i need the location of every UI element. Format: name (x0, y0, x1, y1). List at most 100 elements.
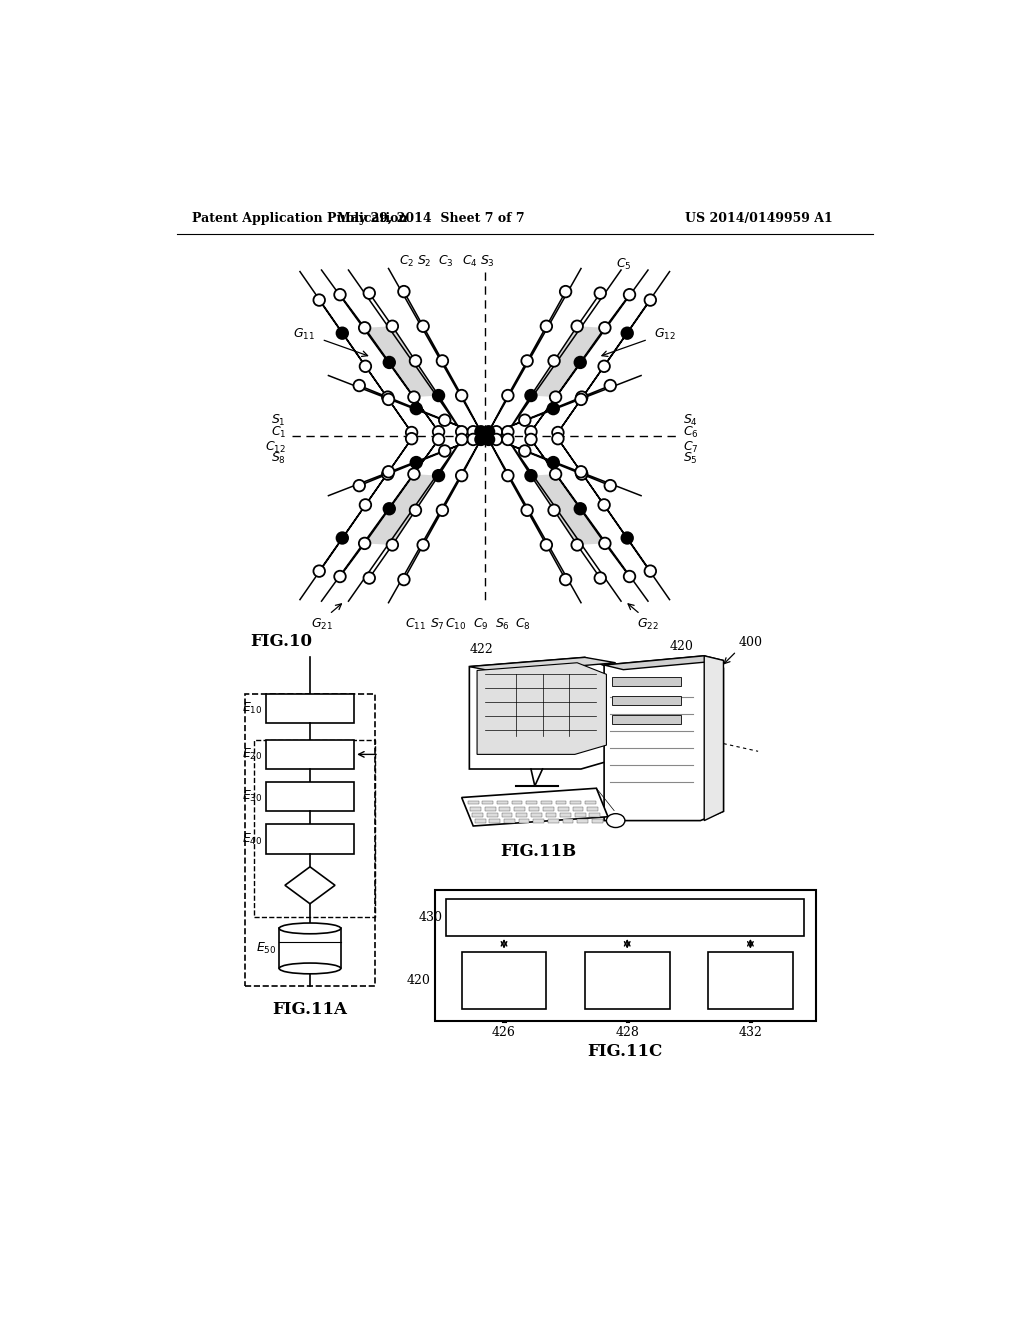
Circle shape (502, 389, 514, 401)
Polygon shape (469, 657, 615, 673)
FancyBboxPatch shape (514, 807, 524, 810)
Circle shape (622, 327, 633, 339)
FancyBboxPatch shape (526, 800, 538, 804)
FancyBboxPatch shape (590, 813, 600, 817)
Text: $C_5$: $C_5$ (615, 256, 631, 272)
Circle shape (490, 426, 502, 437)
FancyBboxPatch shape (500, 807, 510, 810)
FancyBboxPatch shape (504, 818, 515, 822)
Circle shape (398, 286, 410, 297)
Text: $S_4$: $S_4$ (683, 413, 698, 428)
Circle shape (574, 503, 586, 515)
Circle shape (418, 539, 429, 550)
FancyBboxPatch shape (512, 800, 522, 804)
Circle shape (525, 389, 537, 401)
Text: $S_3$: $S_3$ (479, 253, 495, 268)
Circle shape (502, 470, 514, 482)
Text: 400: 400 (739, 636, 763, 649)
Circle shape (575, 393, 587, 405)
Circle shape (433, 389, 444, 401)
FancyBboxPatch shape (541, 800, 552, 804)
Circle shape (550, 469, 561, 480)
Text: May 29, 2014  Sheet 7 of 7: May 29, 2014 Sheet 7 of 7 (337, 213, 524, 224)
FancyBboxPatch shape (556, 800, 566, 804)
Circle shape (490, 434, 502, 445)
Circle shape (624, 570, 635, 582)
Circle shape (439, 445, 451, 457)
FancyBboxPatch shape (611, 677, 681, 686)
FancyBboxPatch shape (528, 807, 540, 810)
Circle shape (519, 414, 530, 426)
Text: $C_{10}$: $C_{10}$ (444, 616, 466, 632)
Circle shape (387, 539, 398, 550)
Text: $G_{11}$: $G_{11}$ (293, 326, 315, 342)
Circle shape (552, 426, 563, 438)
Circle shape (456, 470, 467, 482)
FancyBboxPatch shape (572, 807, 584, 810)
Circle shape (622, 532, 633, 544)
Text: 426: 426 (493, 1026, 516, 1039)
FancyBboxPatch shape (574, 813, 586, 817)
Circle shape (598, 499, 610, 511)
FancyBboxPatch shape (585, 952, 670, 1010)
FancyBboxPatch shape (611, 696, 681, 705)
FancyBboxPatch shape (546, 813, 556, 817)
FancyBboxPatch shape (435, 890, 816, 1020)
Circle shape (525, 434, 537, 445)
FancyBboxPatch shape (265, 825, 354, 854)
FancyBboxPatch shape (611, 715, 681, 725)
FancyBboxPatch shape (587, 807, 598, 810)
Circle shape (383, 393, 394, 405)
Circle shape (571, 539, 583, 550)
FancyBboxPatch shape (562, 818, 573, 822)
Text: $C_1$: $C_1$ (270, 425, 286, 440)
Text: $E_{50}$: $E_{50}$ (256, 941, 276, 956)
FancyBboxPatch shape (534, 818, 544, 822)
Circle shape (521, 355, 532, 367)
Text: $E_{20}$: $E_{20}$ (242, 747, 262, 762)
Circle shape (604, 380, 616, 391)
Polygon shape (469, 657, 615, 770)
FancyBboxPatch shape (468, 800, 478, 804)
Text: 430: 430 (419, 911, 442, 924)
Text: $G_{21}$: $G_{21}$ (310, 616, 333, 632)
Circle shape (521, 504, 532, 516)
FancyBboxPatch shape (265, 693, 354, 723)
Circle shape (599, 322, 610, 334)
Circle shape (337, 532, 348, 544)
Circle shape (384, 503, 395, 515)
Circle shape (436, 504, 449, 516)
Circle shape (406, 426, 418, 438)
Ellipse shape (280, 923, 341, 933)
Circle shape (456, 434, 467, 445)
Text: $S_6$: $S_6$ (495, 616, 510, 632)
Circle shape (467, 426, 479, 437)
FancyBboxPatch shape (544, 807, 554, 810)
Circle shape (483, 434, 495, 445)
Circle shape (411, 403, 422, 414)
Circle shape (359, 360, 371, 372)
Polygon shape (531, 474, 605, 545)
Circle shape (384, 356, 395, 368)
Circle shape (595, 573, 606, 583)
Circle shape (548, 504, 560, 516)
Text: $G_{22}$: $G_{22}$ (637, 616, 658, 632)
FancyBboxPatch shape (462, 952, 547, 1010)
Circle shape (550, 391, 561, 403)
Circle shape (382, 391, 393, 403)
Text: $S_1$: $S_1$ (271, 413, 286, 428)
Circle shape (575, 466, 587, 478)
Text: $C_8$: $C_8$ (515, 616, 531, 632)
Text: $E_{40}$: $E_{40}$ (242, 832, 262, 846)
Circle shape (337, 327, 348, 339)
Text: FIG.11C: FIG.11C (588, 1043, 663, 1060)
Circle shape (644, 565, 656, 577)
Text: 420: 420 (670, 640, 693, 652)
Circle shape (387, 321, 398, 333)
FancyBboxPatch shape (570, 800, 581, 804)
FancyBboxPatch shape (489, 818, 500, 822)
Circle shape (577, 391, 588, 403)
Polygon shape (365, 326, 438, 397)
FancyBboxPatch shape (487, 813, 498, 817)
Circle shape (353, 480, 365, 491)
